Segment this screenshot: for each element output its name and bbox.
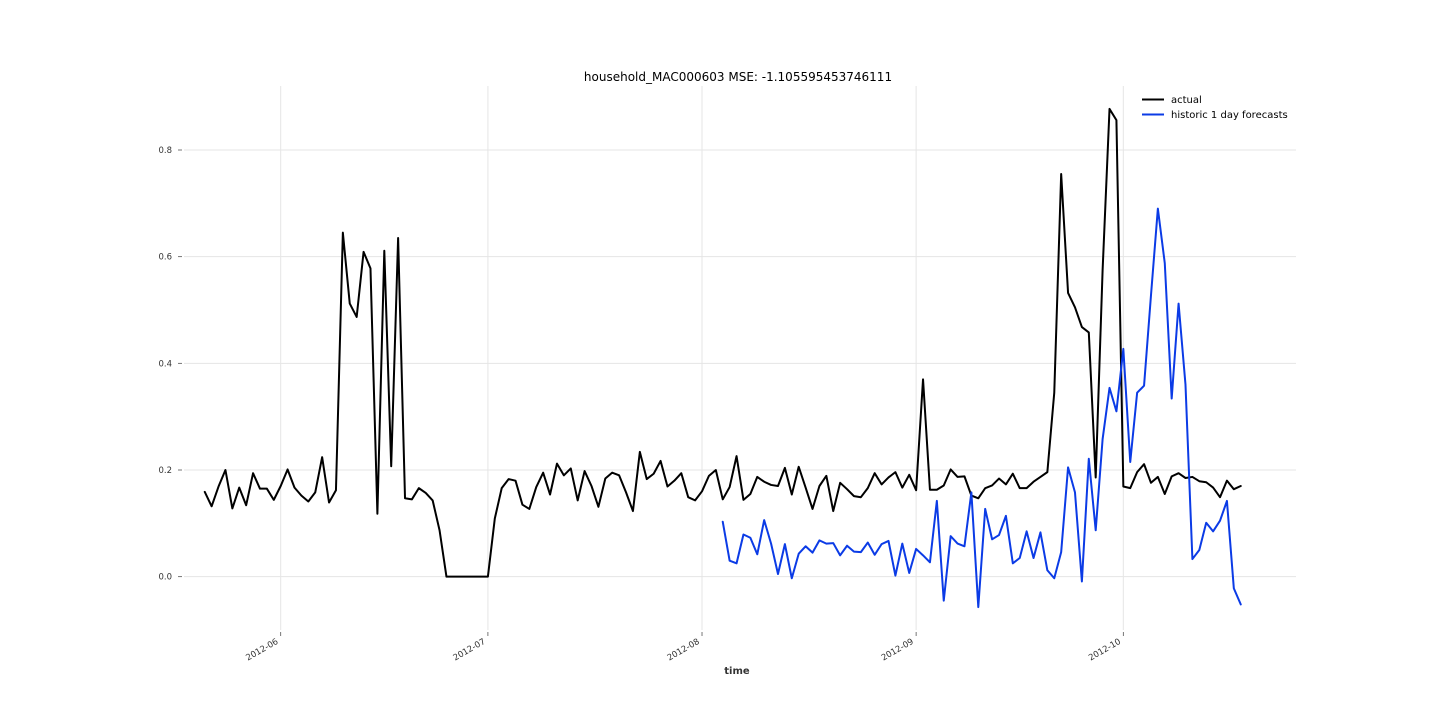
legend-label-forecast: historic 1 day forecasts — [1171, 110, 1288, 121]
x-axis-label: time — [724, 666, 750, 677]
x-tick-label: 2012-09 — [880, 637, 916, 663]
y-axis-ticks: 0.0 0.2 0.4 0.6 0.8 — [158, 146, 182, 583]
legend: actual historic 1 day forecasts — [1142, 95, 1288, 121]
y-tick-label: 0.6 — [158, 253, 172, 263]
x-tick-label: 2012-06 — [244, 637, 280, 663]
x-tick-label: 2012-08 — [666, 637, 702, 663]
legend-label-actual: actual — [1171, 95, 1202, 106]
y-tick-label: 0.8 — [158, 146, 172, 156]
x-tick-label: 2012-07 — [452, 637, 488, 663]
gridlines — [184, 86, 1296, 630]
x-axis-ticks: 2012-06 2012-07 2012-08 2012-09 2012-10 — [244, 632, 1124, 663]
y-tick-label: 0.0 — [158, 573, 172, 583]
series-line-actual — [203, 107, 1242, 578]
y-tick-label: 0.2 — [158, 466, 172, 476]
x-tick-label: 2012-10 — [1087, 637, 1123, 663]
chart-title: household_MAC000603 MSE: -1.105595453746… — [584, 70, 892, 84]
y-tick-label: 0.4 — [158, 359, 172, 369]
series-lines — [203, 107, 1242, 609]
series-line-forecast — [721, 207, 1242, 609]
